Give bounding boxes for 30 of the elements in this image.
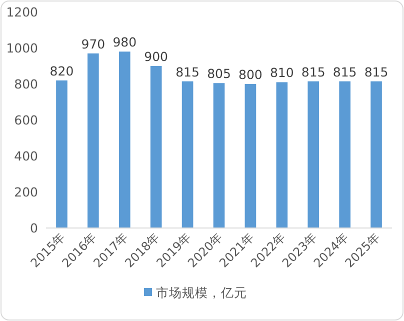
data-label: 970: [81, 36, 106, 52]
bar: [182, 81, 194, 228]
bar: [370, 81, 382, 228]
bar: [276, 82, 288, 228]
data-label: 805: [207, 66, 231, 82]
bar: [88, 53, 99, 228]
data-label: 815: [301, 64, 326, 80]
y-tick-label: 600: [14, 112, 38, 128]
data-label: 815: [364, 64, 388, 80]
bar: [213, 83, 225, 228]
y-tick-label: 200: [14, 184, 38, 200]
data-label: 820: [50, 63, 74, 78]
bar: [308, 81, 320, 228]
bar: [56, 80, 68, 228]
y-tick-label: 0: [30, 220, 38, 236]
data-label: 900: [144, 49, 168, 64]
y-tick-label: 1000: [6, 40, 38, 56]
legend-label: 市场规模，亿元: [156, 285, 247, 300]
data-label: 980: [112, 34, 137, 50]
bar: [244, 84, 256, 228]
bar: [118, 52, 130, 228]
y-tick-label: 400: [14, 148, 38, 164]
bar: [150, 66, 162, 228]
data-label: 810: [270, 65, 294, 80]
data-label: 800: [238, 67, 262, 82]
data-label: 815: [176, 64, 200, 80]
y-tick-label: 800: [14, 76, 38, 92]
data-label: 815: [332, 64, 357, 80]
bar: [339, 81, 350, 228]
y-tick-label: 1200: [6, 4, 38, 20]
